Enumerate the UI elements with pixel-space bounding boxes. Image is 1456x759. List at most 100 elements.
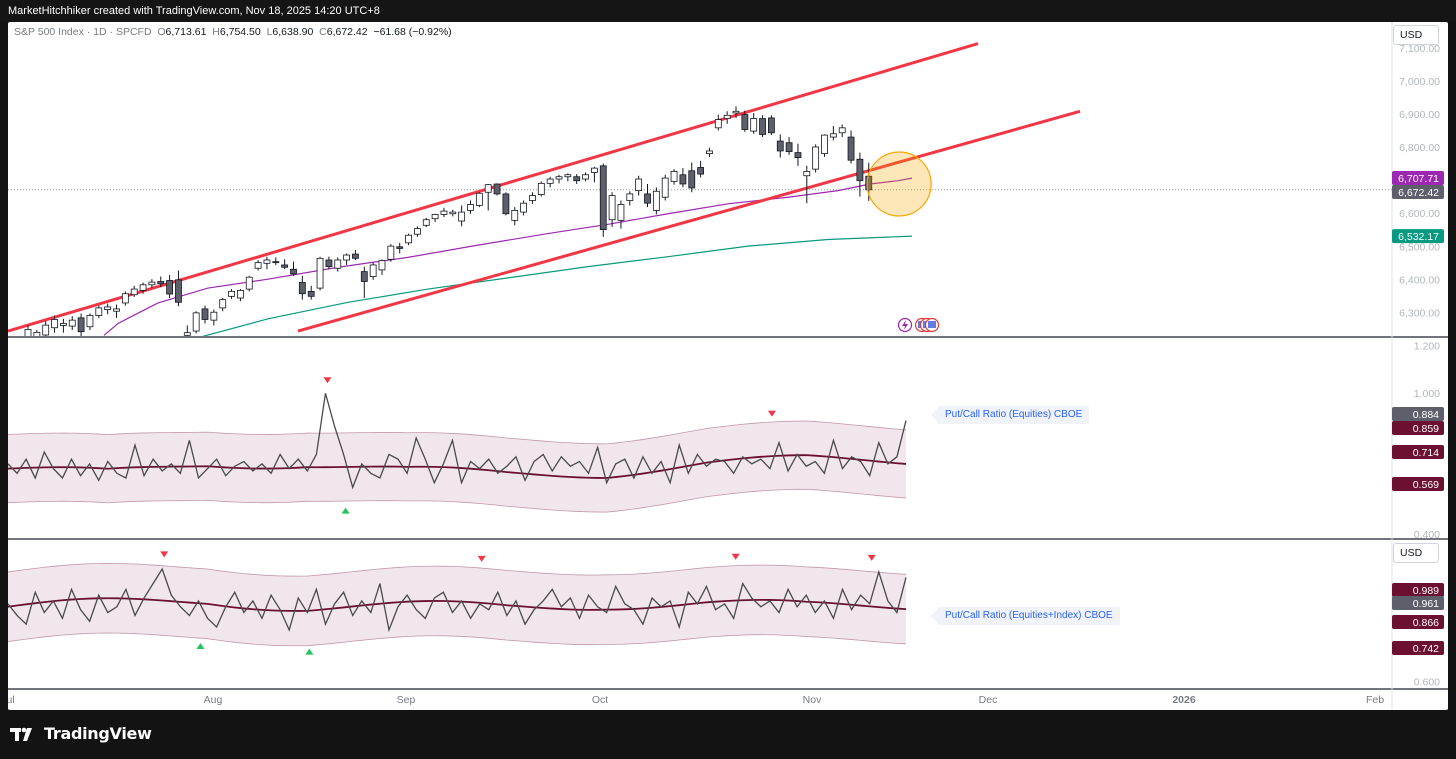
candle bbox=[325, 256, 333, 270]
candle-body bbox=[113, 308, 120, 312]
pcr-index-price-label: 0.742 bbox=[1392, 641, 1444, 655]
x-tick-label: Dec bbox=[979, 694, 998, 706]
low-value: 6,638.90 bbox=[272, 26, 314, 38]
x-tick-label: Nov bbox=[803, 694, 822, 706]
candle bbox=[582, 172, 589, 182]
candle-body bbox=[679, 174, 687, 185]
candle-body bbox=[759, 118, 766, 135]
candle bbox=[343, 253, 351, 265]
candle-body bbox=[60, 323, 67, 326]
chart-panel[interactable]: 7,100.00 7,000.00 6,900.00 6,800.00 6,600.00… bbox=[8, 22, 1448, 710]
candle bbox=[502, 192, 510, 216]
pane2-label-text: Put/Call Ratio (Equities) CBOE bbox=[945, 409, 1083, 420]
candle bbox=[77, 313, 85, 336]
sell-signal-marker bbox=[731, 553, 740, 560]
y-tick-label: 6,300.00 bbox=[1399, 307, 1440, 319]
candle bbox=[369, 262, 377, 280]
candle-body bbox=[732, 110, 740, 114]
y-tick-label: 0.400 bbox=[1414, 529, 1440, 541]
candle-body bbox=[599, 165, 607, 230]
x-tick-label: Jul bbox=[8, 694, 15, 706]
candle-body bbox=[652, 190, 660, 211]
pane3-label[interactable]: Put/Call Ratio (Equities+Index) CBOE bbox=[931, 607, 1120, 625]
candle bbox=[42, 321, 50, 336]
candle-body bbox=[723, 114, 731, 119]
candle-body bbox=[298, 282, 306, 295]
price-label-text: 0.989 bbox=[1413, 585, 1439, 597]
price-label-box bbox=[1392, 641, 1444, 655]
candle bbox=[768, 115, 775, 136]
candle bbox=[617, 200, 625, 229]
candle bbox=[440, 207, 448, 218]
band-upper-line bbox=[8, 563, 907, 577]
candle bbox=[537, 181, 545, 197]
y-tick-label: 6,600.00 bbox=[1399, 208, 1440, 220]
candle bbox=[520, 200, 527, 216]
candle-body bbox=[856, 158, 864, 182]
sell-signal-marker bbox=[160, 551, 169, 558]
candle bbox=[192, 311, 200, 334]
close-value: 6,672.42 bbox=[326, 26, 368, 38]
candle bbox=[166, 274, 174, 298]
candle-body bbox=[157, 281, 165, 285]
candle-body bbox=[529, 195, 536, 201]
price-label-box bbox=[1392, 185, 1444, 199]
candle bbox=[86, 313, 94, 331]
candle-body bbox=[644, 193, 651, 204]
y-tick-label: 1.200 bbox=[1414, 341, 1440, 353]
x-tick-label: Feb bbox=[1366, 694, 1384, 706]
bollinger-band-fill bbox=[8, 563, 906, 646]
candle-body bbox=[405, 234, 412, 244]
candle bbox=[511, 207, 519, 226]
candle-body bbox=[821, 134, 828, 154]
pane3-label-pointer bbox=[931, 610, 937, 622]
candle bbox=[405, 233, 412, 246]
currency-selector[interactable]: USD bbox=[1393, 25, 1439, 45]
candle bbox=[555, 174, 563, 184]
low-label: L bbox=[266, 26, 273, 38]
price-label-text: 6,672.42 bbox=[1398, 187, 1439, 199]
price-label-text: 0.884 bbox=[1413, 409, 1439, 421]
buy-signal-marker bbox=[341, 507, 350, 514]
candle-body bbox=[475, 192, 483, 206]
y-tick-label: 6,400.00 bbox=[1399, 274, 1440, 286]
high-value: 6,754.50 bbox=[219, 26, 261, 38]
candle bbox=[821, 134, 828, 157]
candle-body bbox=[228, 290, 235, 297]
change-value: −61.68 (−0.92%) bbox=[373, 26, 452, 38]
candle bbox=[113, 304, 120, 318]
candle-body bbox=[219, 299, 227, 309]
symbol-legend: S&P 500 Index · 1D · SPCFD O6,713.61 H6,… bbox=[14, 26, 452, 38]
candle bbox=[334, 257, 342, 272]
candle bbox=[281, 259, 289, 270]
price-label-text: 0.859 bbox=[1413, 423, 1439, 435]
candle-body bbox=[768, 117, 775, 134]
candle bbox=[210, 309, 218, 326]
pcr-equities-price-label: 0.569 bbox=[1392, 477, 1444, 491]
y-tick-label: 6,500.00 bbox=[1399, 241, 1440, 253]
candle-body bbox=[33, 331, 41, 336]
pane2-label[interactable]: Put/Call Ratio (Equities) CBOE bbox=[931, 406, 1090, 424]
candle bbox=[175, 270, 182, 307]
bollinger-band-fill bbox=[8, 420, 906, 513]
chart-canvas[interactable]: 7,100.00 7,000.00 6,900.00 6,800.00 6,600.00… bbox=[8, 22, 1448, 710]
candle-body bbox=[422, 219, 430, 226]
candle-body bbox=[281, 264, 289, 268]
candle-body bbox=[546, 178, 554, 184]
pane3-currency-selector[interactable]: USD bbox=[1393, 543, 1439, 563]
candle bbox=[644, 184, 651, 208]
tradingview-logo[interactable]: TradingView bbox=[10, 724, 152, 743]
event-icons bbox=[897, 317, 940, 333]
pcr-index-price-label: 0.866 bbox=[1392, 615, 1444, 629]
candle bbox=[467, 200, 474, 214]
pcr-index-price-label: 0.989 bbox=[1392, 583, 1444, 597]
candle bbox=[670, 169, 678, 185]
candle-body bbox=[121, 293, 129, 304]
band-middle-line bbox=[8, 454, 907, 479]
pcr-equities-price-label: 0.884 bbox=[1392, 407, 1444, 421]
candle-body bbox=[245, 276, 253, 290]
candle bbox=[254, 260, 262, 271]
price-label-ma-short: 6,707.71 bbox=[1392, 171, 1444, 185]
channel-upper-line bbox=[8, 42, 979, 333]
candle-body bbox=[77, 317, 85, 333]
